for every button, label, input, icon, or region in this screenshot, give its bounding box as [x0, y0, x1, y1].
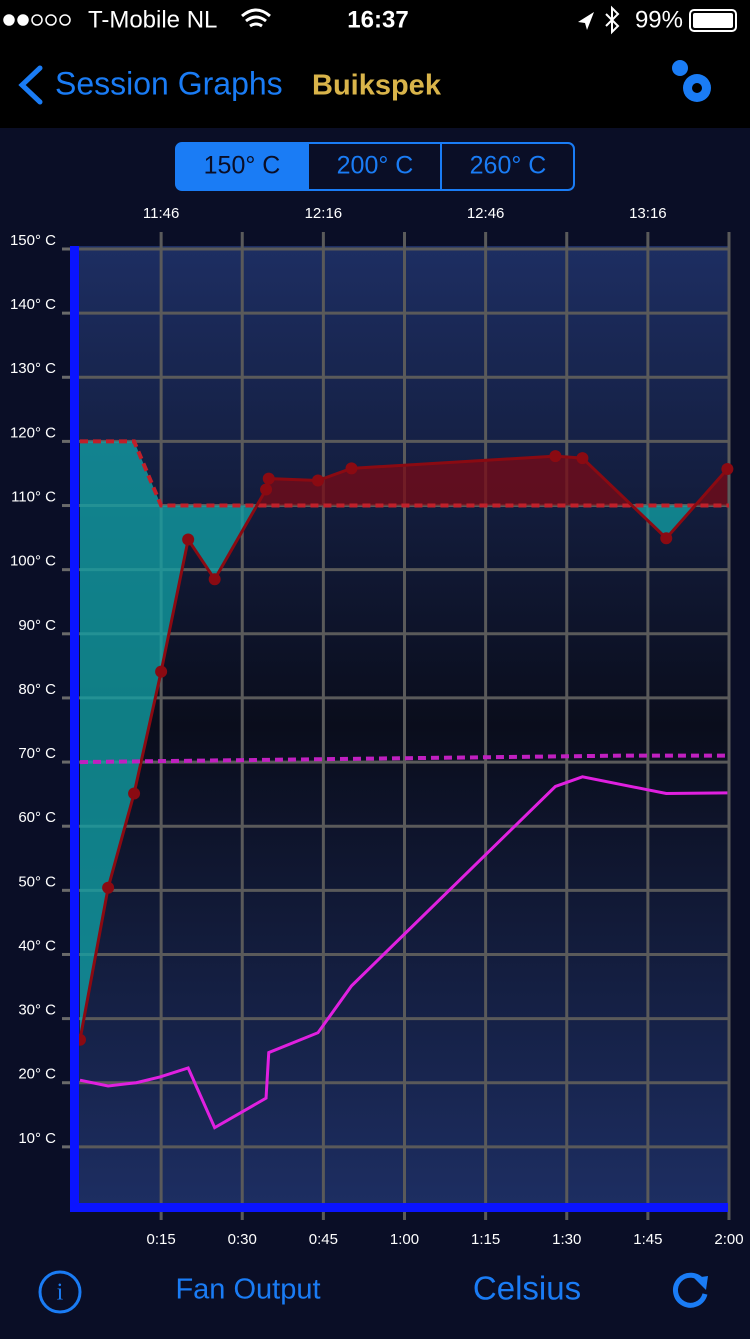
- svg-text:i: i: [57, 1280, 64, 1306]
- y-axis: [70, 246, 79, 1212]
- refresh-arrow: [694, 1276, 708, 1290]
- battery-text: 99%: [635, 6, 683, 33]
- location-icon: [578, 12, 594, 30]
- back-button[interactable]: Session Graphs: [55, 65, 283, 101]
- data-point: [260, 483, 273, 496]
- y-tick-label: 140° C: [10, 296, 56, 313]
- data-point: [102, 881, 115, 894]
- battery: [689, 9, 737, 32]
- data-point: [208, 573, 221, 586]
- carrier: T-Mobile NL: [88, 6, 217, 33]
- segmented-control: 150° C 200° C 260° C: [175, 142, 575, 191]
- back-icon[interactable]: [18, 65, 43, 105]
- wifi-icon: [241, 8, 271, 28]
- y-tick-label: 90° C: [18, 617, 56, 634]
- data-point: [345, 462, 358, 475]
- info-icon[interactable]: i: [38, 1270, 82, 1314]
- data-point: [576, 452, 589, 465]
- plot-area: [75, 246, 728, 1206]
- x-tick-label: 0:15: [147, 1231, 176, 1248]
- clock: 16:37: [347, 6, 408, 33]
- y-tick-label: 150° C: [10, 232, 56, 249]
- dashed-line: [79, 753, 729, 765]
- celsius-button[interactable]: Celsius: [473, 1270, 581, 1307]
- x-tick-label: 0:30: [228, 1231, 257, 1248]
- top-bar: [0, 0, 750, 128]
- x-tick-label: 2:00: [714, 1231, 743, 1248]
- data-point: [660, 532, 673, 545]
- nav-title: Buikspek: [312, 70, 442, 102]
- battery-level: [693, 13, 733, 28]
- chart: 10° C 20° C 30° C 40° C 50° C 60° C 70° C 80° C…: [10, 205, 744, 1248]
- y-tick-label: 120° C: [10, 424, 56, 441]
- data-point: [182, 533, 195, 546]
- x-tick-label: 1:15: [471, 1231, 500, 1248]
- data-point: [549, 450, 562, 463]
- data-point: [262, 472, 275, 485]
- top-tick-label: 12:46: [467, 205, 505, 222]
- data-point: [155, 665, 168, 678]
- x-tick-label: 1:30: [552, 1231, 581, 1248]
- y-tick-label: 110° C: [11, 489, 56, 506]
- x-tick-label: 1:45: [633, 1231, 662, 1248]
- y-tick-label: 70° C: [18, 745, 56, 762]
- y-tick-label: 80° C: [18, 681, 56, 698]
- data-point: [721, 462, 734, 475]
- segment[interactable]: 260° C: [470, 152, 547, 180]
- data-line: [79, 775, 728, 1130]
- segment[interactable]: 150° C: [204, 152, 281, 180]
- x-tick-label: 0:45: [309, 1231, 338, 1248]
- top-tick-label: 11:46: [143, 205, 179, 222]
- settings-icon[interactable]: [672, 60, 711, 102]
- fan-output-button[interactable]: Fan Output: [175, 1274, 320, 1306]
- segment[interactable]: 200° C: [337, 152, 414, 180]
- y-tick-label: 10° C: [18, 1130, 56, 1147]
- x-axis: [70, 1203, 728, 1212]
- data-point: [128, 787, 141, 800]
- y-tick-label: 130° C: [10, 360, 56, 377]
- top-tick-label: 12:16: [305, 205, 343, 222]
- signal: [3, 14, 71, 26]
- y-tick-label: 20° C: [18, 1066, 56, 1083]
- data-point: [311, 474, 324, 487]
- y-tick-label: 100° C: [10, 553, 56, 570]
- x-tick-label: 1:00: [390, 1231, 419, 1248]
- y-tick-label: 40° C: [18, 937, 56, 954]
- y-tick-label: 60° C: [18, 809, 56, 826]
- y-tick-label: 50° C: [18, 873, 56, 890]
- bluetooth-icon: [605, 5, 620, 35]
- dashed-line: [80, 439, 729, 508]
- top-tick-label: 13:16: [629, 205, 667, 222]
- refresh-icon[interactable]: [672, 1272, 708, 1308]
- grid: 10° C 20° C 30° C 40° C 50° C 60° C 70° C 80° C…: [10, 205, 744, 1248]
- y-tick-label: 30° C: [18, 1002, 56, 1019]
